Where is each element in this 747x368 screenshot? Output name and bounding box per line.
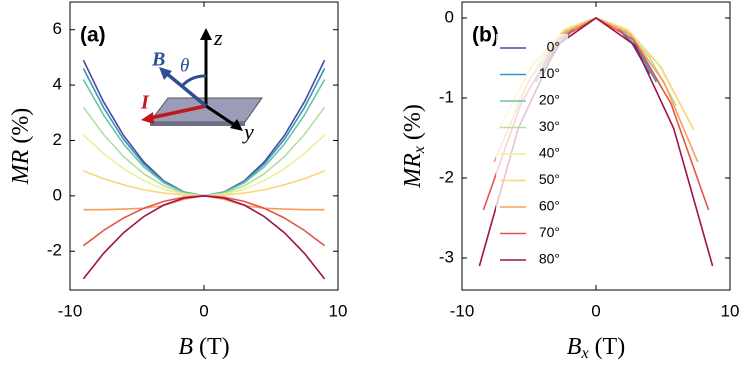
annotation: θ	[180, 55, 189, 76]
panel-label: (a)	[80, 24, 106, 47]
axis-unit: (%)	[400, 104, 426, 140]
y-tick-label: 0	[53, 185, 62, 204]
y-tick-label: -2	[47, 241, 62, 260]
x-tick-label: -10	[58, 301, 83, 320]
data-line	[82, 68, 326, 197]
data-line	[82, 79, 326, 197]
y-tick-label: -2	[439, 167, 454, 186]
y-tick-label: 6	[53, 19, 62, 38]
data-line	[82, 134, 326, 197]
legend-label: 30°	[539, 118, 560, 134]
inset-diagram: B θ z I y	[140, 25, 263, 144]
legend-label: 50°	[539, 171, 560, 187]
axis-unit: (%)	[8, 108, 34, 144]
x-tick-label: 10	[721, 301, 740, 320]
y-tick-label: -1	[439, 87, 454, 106]
legend-label: 40°	[539, 145, 560, 161]
y-tick-label: 4	[53, 75, 62, 94]
axis-unit: (T)	[595, 334, 626, 360]
data-line	[83, 194, 325, 211]
axis-label: MRx (%)	[400, 104, 428, 189]
data-line	[82, 194, 326, 247]
data-line	[82, 59, 326, 197]
panel-label: (b)	[472, 24, 499, 47]
legend-label: 80°	[539, 251, 560, 267]
axis-subscript: x	[580, 345, 588, 362]
x-tick-label: -10	[450, 301, 475, 320]
annotation: z	[213, 25, 223, 50]
legend-label: 0°	[547, 39, 560, 55]
axis-symbol: MR	[8, 149, 34, 185]
y-tick-label: 2	[53, 130, 62, 149]
legend-label: 60°	[539, 198, 560, 214]
annotation: I	[140, 92, 150, 114]
axis-label: Bx (T)	[567, 334, 625, 362]
axis-symbol: B	[567, 334, 582, 360]
x-tick-label: 10	[329, 301, 348, 320]
y-tick-label: 0	[445, 7, 454, 26]
panel: -10 0 10-3-2-10(b)Bx (T)MRx(%)0°10°20°30°40…	[400, 1, 740, 362]
axis-unit: (T)	[199, 334, 230, 360]
legend-label: 10°	[539, 65, 560, 81]
x-tick-label: 0	[591, 301, 600, 320]
axis-symbol: B	[178, 334, 193, 360]
axis-subscript: x	[411, 146, 428, 154]
axis-label: B (T)	[178, 334, 229, 360]
legend-label: 20°	[539, 92, 560, 108]
axis-label: MR (%)	[8, 108, 34, 186]
legend-label: 70°	[539, 224, 560, 240]
y-tick-label: -3	[439, 247, 454, 266]
data-line	[82, 194, 326, 280]
x-tick-label: 0	[199, 301, 208, 320]
annotation: B	[151, 49, 165, 71]
data-line	[83, 170, 325, 197]
annotation: y	[242, 119, 254, 144]
axis-symbol: MR	[400, 153, 426, 189]
